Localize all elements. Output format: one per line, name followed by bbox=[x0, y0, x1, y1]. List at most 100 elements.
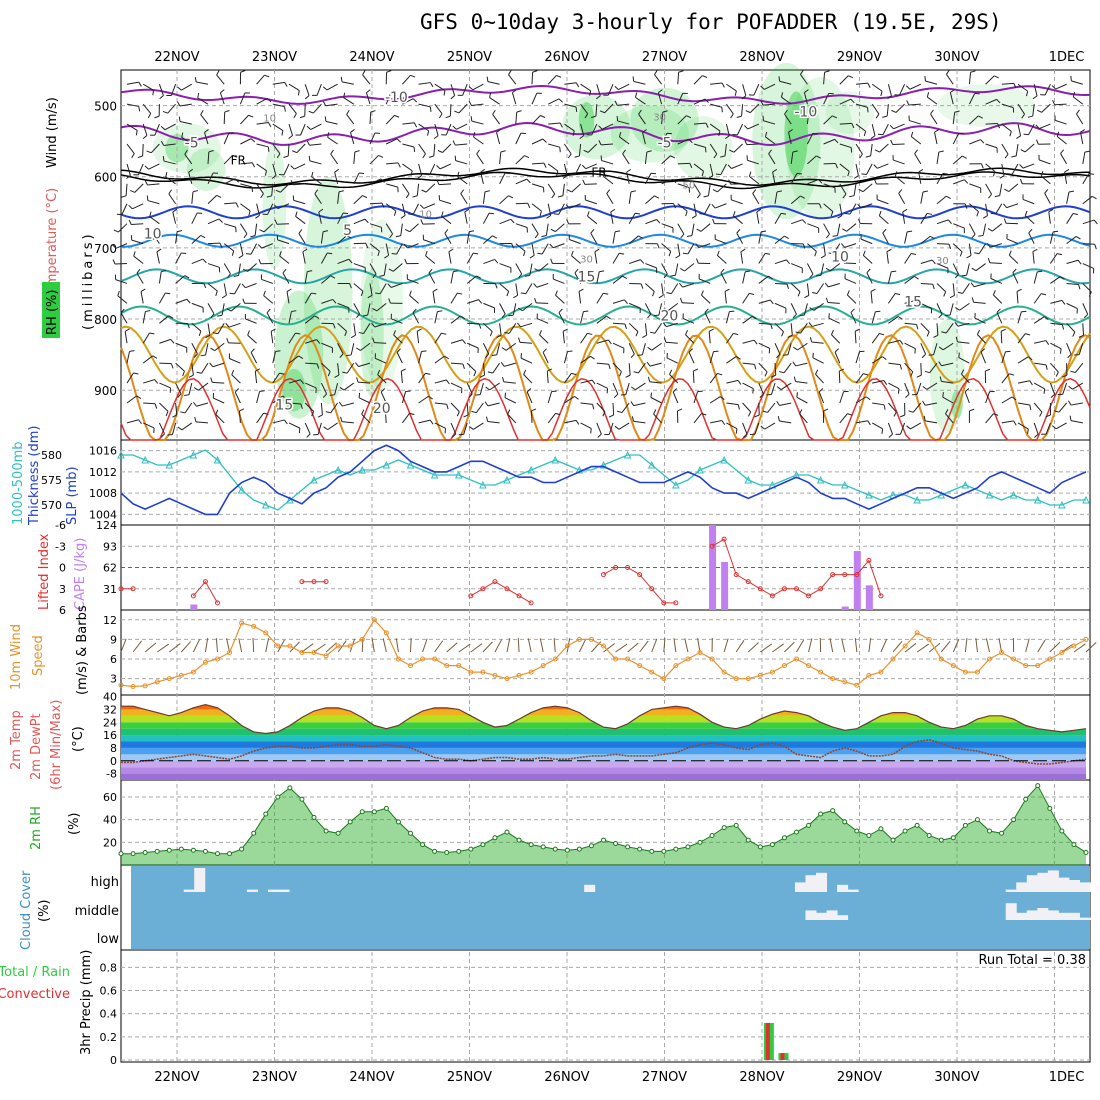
wind-barb bbox=[763, 83, 776, 90]
wind-barb-flag bbox=[886, 248, 892, 253]
wind-barb bbox=[448, 251, 452, 264]
wind-barb-flag bbox=[412, 98, 418, 103]
wind-barb-flag bbox=[626, 168, 632, 173]
wind-barb bbox=[999, 183, 1003, 196]
wind-barb bbox=[159, 315, 169, 324]
precip-axis-group: 3hr Precip (mm) bbox=[79, 950, 94, 1055]
wind-barb bbox=[1055, 422, 1067, 430]
wind-barb-flag bbox=[248, 210, 251, 216]
rh-shade-cell bbox=[951, 390, 963, 419]
wind-barb-flag bbox=[911, 252, 917, 255]
wind-barb bbox=[147, 183, 160, 186]
lifted-index-line bbox=[470, 581, 532, 604]
wind-barb-flag bbox=[1045, 340, 1050, 345]
wind10-barb bbox=[1049, 641, 1061, 653]
wind-barb bbox=[305, 339, 317, 344]
wind-barb bbox=[674, 263, 679, 276]
wind-barb-flag bbox=[457, 171, 460, 177]
wind-barb bbox=[726, 356, 737, 364]
wind-barb-flag bbox=[662, 110, 668, 113]
cloud-unit-group: (%) bbox=[37, 900, 52, 923]
rh2m-point bbox=[504, 829, 510, 835]
wind-barb-flag bbox=[154, 403, 158, 409]
wind-barb-flag bbox=[266, 195, 272, 198]
wind10-point bbox=[1059, 650, 1065, 655]
wind-barb-flag bbox=[508, 195, 514, 199]
rh2m-point bbox=[950, 835, 956, 841]
cloud-high-cell bbox=[1079, 882, 1091, 892]
wind-barb-flag bbox=[933, 334, 939, 338]
wind-barb bbox=[749, 175, 760, 185]
wind-barb bbox=[926, 382, 938, 390]
temp-tick-label: -8 bbox=[106, 768, 117, 781]
thickness-marker bbox=[261, 500, 270, 509]
wind-barb-flag bbox=[907, 230, 913, 233]
wind-barb bbox=[198, 382, 209, 391]
wind-barb bbox=[612, 299, 625, 304]
wind-barb bbox=[256, 163, 267, 172]
wind-barb bbox=[1033, 84, 1038, 96]
wind-barb bbox=[871, 333, 880, 344]
wind-barb bbox=[1082, 173, 1090, 185]
wind-barb bbox=[383, 263, 387, 276]
wind-barb bbox=[677, 203, 688, 212]
wind10-point bbox=[215, 656, 220, 662]
wind-barb-flag bbox=[437, 150, 443, 153]
wind-barb bbox=[900, 422, 906, 435]
rh2m-point bbox=[938, 837, 944, 843]
wind-barb bbox=[163, 143, 176, 146]
wind-barb bbox=[661, 178, 673, 185]
wind-barb bbox=[142, 123, 148, 136]
wind-barb bbox=[936, 151, 940, 165]
wind-barb-flag bbox=[184, 394, 190, 396]
wind-barb-flag bbox=[1034, 433, 1039, 438]
wind-barb bbox=[806, 133, 814, 145]
rh2m-point bbox=[275, 794, 281, 800]
wind-barb bbox=[175, 231, 178, 244]
wind-barb bbox=[158, 292, 166, 304]
wind-barb-flag bbox=[897, 316, 903, 320]
wind-barb bbox=[432, 291, 436, 304]
wind-barb-flag bbox=[691, 215, 697, 219]
wind-barb-flag bbox=[914, 149, 919, 154]
wind-barb bbox=[159, 382, 171, 389]
wind-barb-flag bbox=[705, 122, 709, 128]
wind-barb bbox=[612, 322, 626, 325]
wind-barb-flag bbox=[635, 331, 639, 337]
wind-barb-flag bbox=[961, 369, 965, 375]
wind-barb bbox=[1082, 323, 1084, 336]
wind-barb bbox=[823, 115, 833, 125]
wind-barb bbox=[911, 136, 922, 145]
wind-barb-flag bbox=[297, 90, 300, 96]
wind-barb-flag bbox=[702, 75, 708, 78]
wind-barb-flag bbox=[870, 288, 876, 292]
wind-barb-flag bbox=[941, 331, 947, 334]
wind-barb bbox=[1001, 163, 1005, 176]
wind-barb bbox=[1082, 263, 1094, 269]
wind-barb-flag bbox=[350, 334, 356, 339]
wind10-barb bbox=[854, 638, 858, 653]
wind-barb bbox=[886, 251, 889, 264]
wind-barb-flag bbox=[271, 175, 277, 179]
wind-barb-flag bbox=[1067, 400, 1072, 406]
wind-barb bbox=[401, 183, 410, 195]
rh-shade-cell bbox=[274, 290, 324, 419]
wind-barb bbox=[1082, 152, 1086, 165]
cloud-high-cell bbox=[1016, 882, 1028, 892]
wind-barb-flag bbox=[720, 396, 725, 400]
rh-contour-label: 30 bbox=[580, 255, 593, 266]
wind-barb bbox=[240, 183, 253, 188]
wind-barb bbox=[270, 331, 274, 344]
wind-barb bbox=[391, 318, 403, 324]
wind-barb bbox=[693, 143, 706, 148]
wind-barb-flag bbox=[370, 110, 376, 113]
wind-barb-flag bbox=[614, 85, 619, 90]
wind-barb-flag bbox=[311, 292, 317, 295]
wind-barb-flag bbox=[1078, 284, 1081, 290]
wind-barb-flag bbox=[485, 416, 489, 422]
wind-barb bbox=[143, 379, 155, 384]
wind-barb-flag bbox=[1048, 208, 1054, 213]
wind-barb bbox=[515, 243, 526, 252]
wind-barb bbox=[223, 112, 226, 125]
wind-barb-flag bbox=[625, 374, 631, 378]
